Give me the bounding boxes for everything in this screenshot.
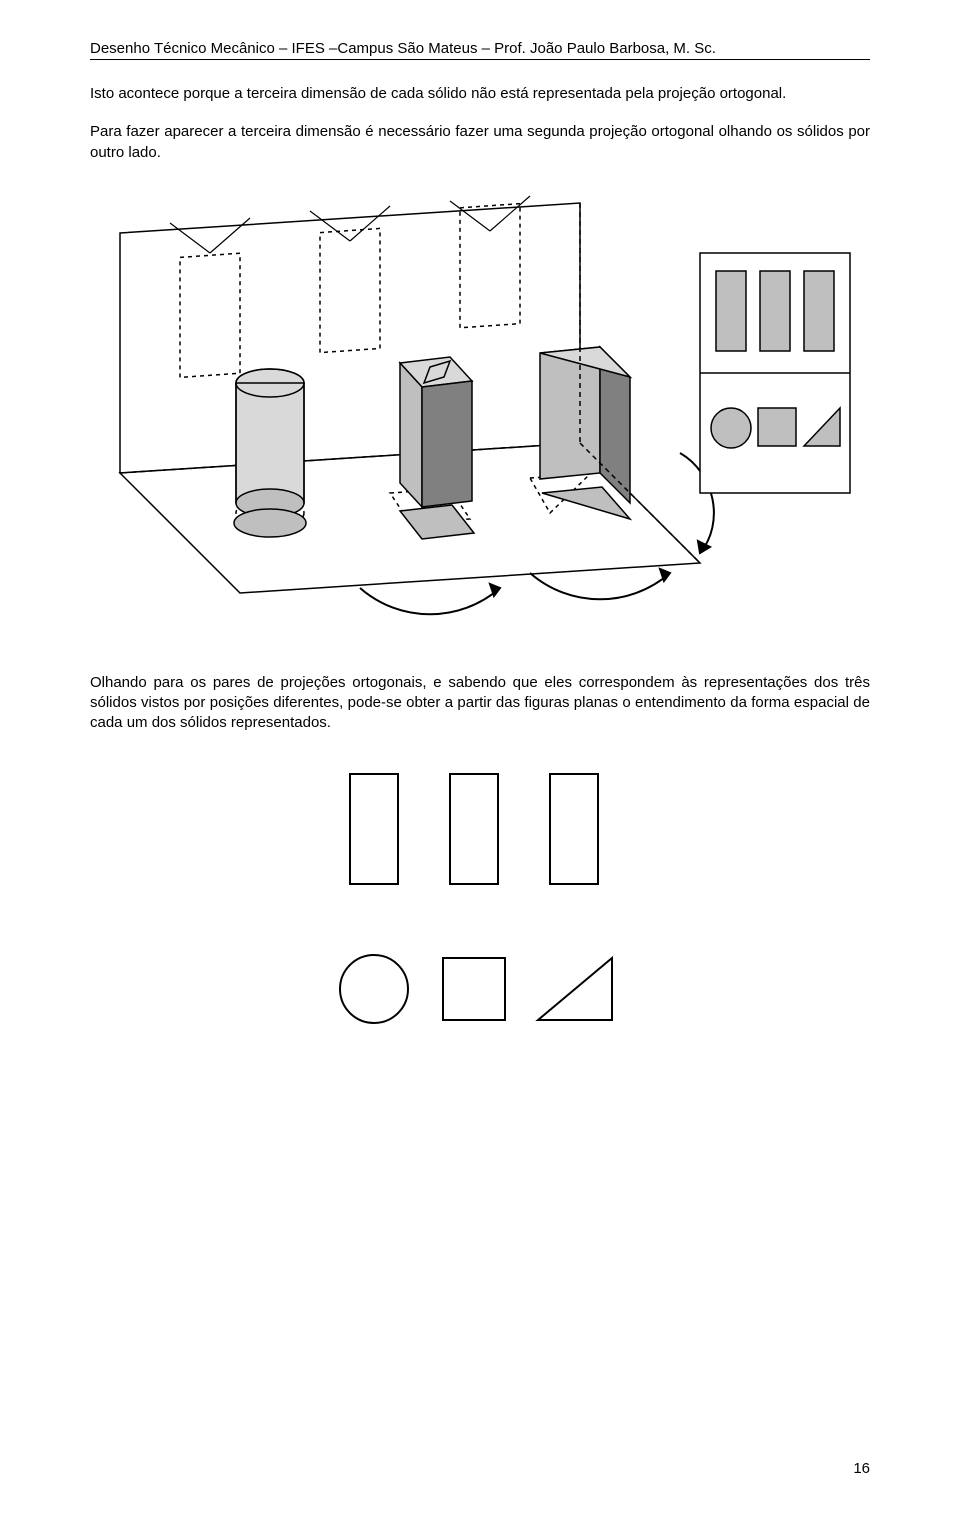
header-institution: IFES <box>292 40 325 57</box>
header-course: Desenho Técnico Mecânico <box>90 40 275 57</box>
figure-orthographic-outline-grid <box>90 764 870 1064</box>
header-campus: Campus São Mateus <box>337 40 477 57</box>
paragraph-3: Olhando para os pares de projeções ortog… <box>90 673 870 734</box>
page-root: Desenho Técnico Mecânico – IFES –Campus … <box>0 0 960 1517</box>
page-header: Desenho Técnico Mecânico – IFES –Campus … <box>90 40 870 60</box>
figure2-svg <box>300 764 660 1064</box>
figure1-svg <box>100 193 860 633</box>
paragraph-1: Isto acontece porque a terceira dimensão… <box>90 84 870 104</box>
figure-isometric-projection <box>90 193 870 633</box>
paragraph-2: Para fazer aparecer a terceira dimensão … <box>90 122 870 163</box>
header-prof-name: João Paulo Barbosa, M. Sc. <box>530 40 716 57</box>
page-number: 16 <box>853 1460 870 1477</box>
header-prof-prefix: Prof. <box>494 40 526 57</box>
